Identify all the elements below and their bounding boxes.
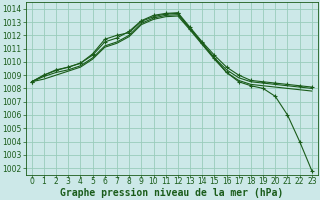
X-axis label: Graphe pression niveau de la mer (hPa): Graphe pression niveau de la mer (hPa) bbox=[60, 188, 284, 198]
